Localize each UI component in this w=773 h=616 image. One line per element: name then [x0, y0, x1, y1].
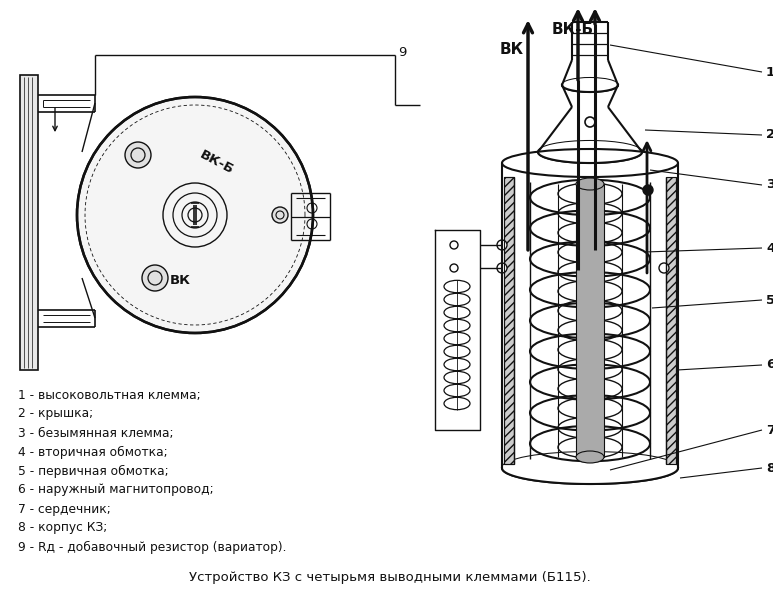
Ellipse shape [562, 78, 618, 92]
Circle shape [450, 264, 458, 272]
Text: 7: 7 [766, 424, 773, 437]
Text: ВК-Б: ВК-Б [198, 148, 237, 177]
Ellipse shape [538, 141, 642, 163]
Circle shape [659, 263, 669, 273]
Circle shape [450, 241, 458, 249]
Text: ВК-Б: ВК-Б [552, 23, 594, 38]
Text: 2: 2 [766, 129, 773, 142]
Text: 7 - сердечник;: 7 - сердечник; [18, 503, 111, 516]
Circle shape [125, 142, 151, 168]
Text: 8 - корпус КЗ;: 8 - корпус КЗ; [18, 522, 107, 535]
Text: 4 - вторичная обмотка;: 4 - вторичная обмотка; [18, 445, 168, 458]
Text: ВК: ВК [500, 43, 524, 57]
Circle shape [585, 117, 595, 127]
Circle shape [497, 263, 507, 273]
Circle shape [77, 97, 313, 333]
Bar [504, 177, 514, 464]
Circle shape [142, 265, 168, 291]
Bar [666, 177, 676, 464]
Text: 3: 3 [766, 179, 773, 192]
Text: 8: 8 [766, 461, 773, 474]
Bar [20, 75, 38, 370]
Ellipse shape [576, 178, 604, 190]
Text: 4: 4 [766, 241, 773, 254]
Circle shape [643, 185, 653, 195]
Circle shape [497, 240, 507, 250]
Bar [576, 184, 604, 457]
Text: ВК: ВК [169, 274, 190, 286]
Text: 2 - крышка;: 2 - крышка; [18, 408, 93, 421]
Text: 1 - высоковольтная клемма;: 1 - высоковольтная клемма; [18, 389, 201, 402]
Text: 6: 6 [766, 359, 773, 371]
Text: 5 - первичная обмотка;: 5 - первичная обмотка; [18, 464, 169, 477]
Text: Устройство КЗ с четырьмя выводными клеммами (Б115).: Устройство КЗ с четырьмя выводными клемм… [189, 572, 591, 585]
Circle shape [272, 207, 288, 223]
Text: 5: 5 [766, 293, 773, 307]
Ellipse shape [502, 452, 678, 484]
Text: 9 - Rд - добавочный резистор (вариатор).: 9 - Rд - добавочный резистор (вариатор). [18, 540, 287, 554]
Text: 3 - безымянная клемма;: 3 - безымянная клемма; [18, 426, 173, 439]
Text: 9: 9 [398, 46, 407, 59]
Text: 1: 1 [766, 65, 773, 78]
Text: 6 - наружный магнитопровод;: 6 - наружный магнитопровод; [18, 484, 213, 496]
Ellipse shape [576, 451, 604, 463]
